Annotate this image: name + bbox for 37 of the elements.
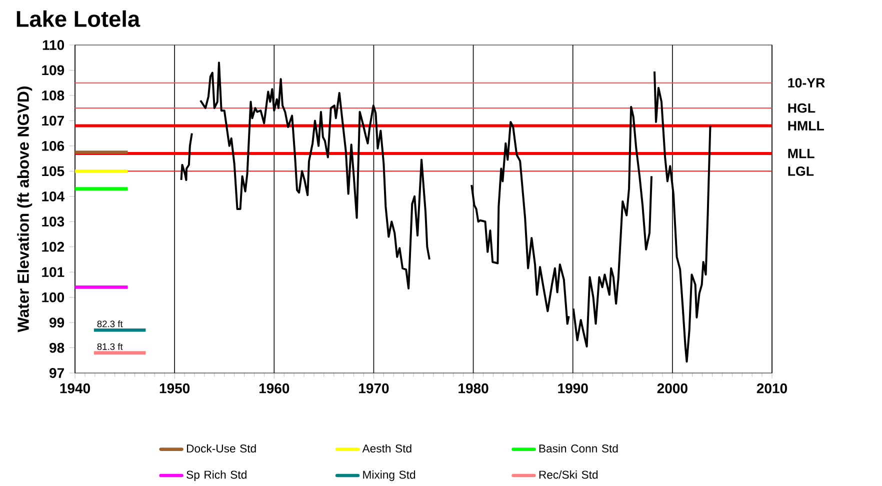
- ref-line-label: MLL: [788, 148, 814, 158]
- legend-label: Sp Rich Std: [186, 470, 246, 481]
- x-tick-label: 1970: [359, 383, 389, 394]
- y-tick-label: 97: [50, 368, 64, 378]
- y-axis-title: Water Elevation (ft above NGVD): [17, 86, 32, 332]
- y-tick-label: 109: [42, 65, 64, 76]
- chart-title: Lake Lotela: [16, 10, 140, 28]
- x-tick-label: 2010: [756, 383, 787, 394]
- y-tick-label: 107: [42, 116, 64, 126]
- y-tick-label: 108: [42, 90, 64, 100]
- ref-line-label: HGL: [788, 103, 816, 113]
- legend-label: Aesth Std: [362, 444, 412, 453]
- y-tick-label: 110: [42, 40, 64, 50]
- x-tick-label: 1940: [60, 383, 90, 394]
- ref-line-label: 10-YR: [788, 78, 825, 88]
- y-tick-label: 105: [42, 166, 64, 176]
- ref-line-label: HMLL: [788, 121, 824, 130]
- x-tick-label: 2000: [657, 383, 688, 394]
- x-tick-label: 1950: [160, 383, 190, 394]
- y-tick-label: 101: [42, 267, 64, 278]
- y-tick-label: 98: [50, 342, 64, 353]
- x-tick-label: 1980: [458, 383, 488, 394]
- y-tick-label: 102: [42, 242, 64, 252]
- legend-label: Basin Conn Std: [539, 444, 618, 453]
- legend-label: Mixing Std: [363, 470, 416, 481]
- y-tick-label: 103: [42, 216, 64, 227]
- y-tick-label: 106: [42, 140, 64, 151]
- y-tick-label: 99: [50, 318, 64, 328]
- x-tick-label: 1990: [558, 383, 588, 394]
- ref-line-label: LGL: [788, 166, 814, 176]
- y-tick-label: 104: [42, 191, 65, 202]
- legend-label: Rec/Ski Std: [539, 470, 598, 479]
- annotation: 82.3 ft: [97, 320, 123, 328]
- y-tick-label: 100: [42, 292, 64, 302]
- legend-label: Dock-Use Std: [186, 444, 256, 453]
- annotation: 81.3 ft: [97, 343, 123, 350]
- x-tick-label: 1960: [259, 383, 290, 394]
